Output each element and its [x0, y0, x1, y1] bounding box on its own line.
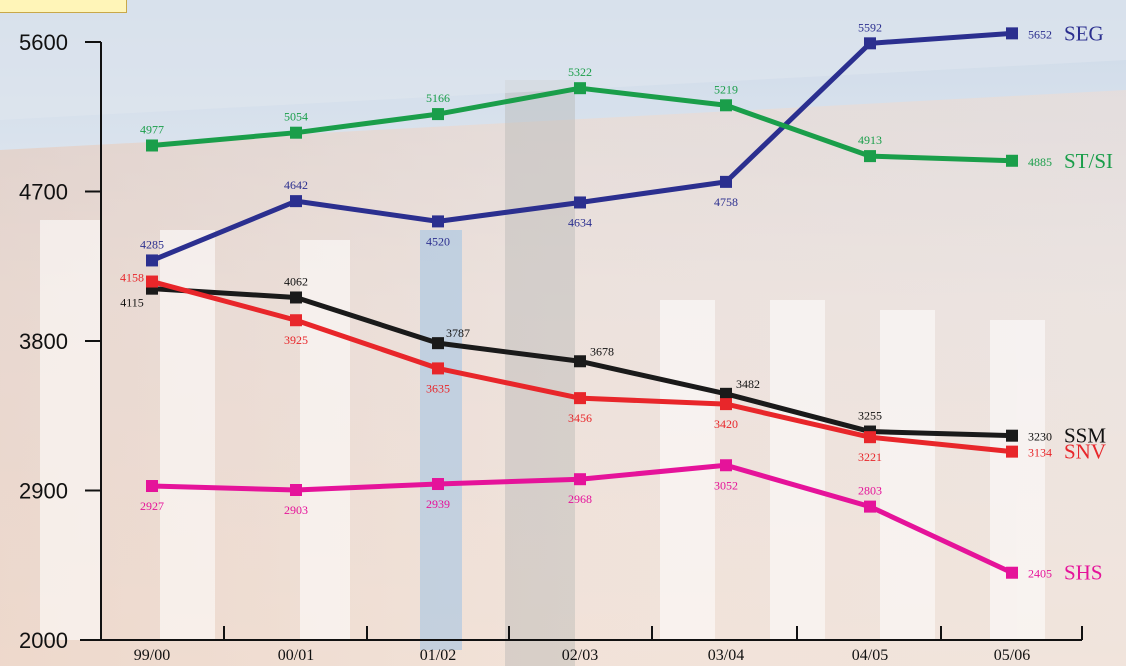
data-label: 3221: [858, 450, 882, 464]
series-st-si: 4977 5054 5166 5322 5219 4913 4885 ST/SI: [140, 65, 1113, 173]
data-label: 2939: [426, 497, 450, 511]
data-label: 3925: [284, 333, 308, 347]
y-tick-label: 2000: [19, 628, 68, 653]
data-label: 5652: [1028, 27, 1052, 41]
series-name-label: SSM: [1064, 424, 1106, 448]
data-point: [1006, 154, 1018, 167]
x-tick-label: 04/05: [852, 647, 888, 664]
data-point: [290, 126, 302, 139]
series-name-label: ST/SI: [1064, 149, 1113, 173]
series-line: [151, 85, 1013, 164]
data-point: [432, 215, 444, 228]
data-point: [574, 392, 586, 405]
data-label: 2803: [858, 484, 882, 498]
data-label: 3787: [446, 326, 470, 340]
x-tick-label: 03/04: [708, 647, 744, 664]
series-name-label: SHS: [1064, 561, 1103, 585]
data-point: [864, 150, 876, 163]
data-label: 3230: [1028, 430, 1052, 444]
x-tick-label: 00/01: [278, 647, 314, 664]
data-point: [1006, 27, 1018, 40]
y-tick-label: 3800: [19, 329, 68, 354]
data-point: [432, 478, 444, 491]
data-point: [720, 99, 732, 112]
x-tick-label: 02/03: [562, 647, 598, 664]
data-point: [290, 484, 302, 497]
data-point: [720, 387, 732, 400]
data-point: [864, 500, 876, 513]
x-tick-label: 01/02: [420, 647, 456, 664]
data-label: 4913: [858, 133, 882, 147]
data-point: [290, 314, 302, 327]
data-label: 4634: [568, 215, 592, 229]
series-seg: 4285 4642 4520 4634 4758 5592 5652 SEG: [140, 20, 1104, 267]
data-point: [1006, 429, 1018, 442]
data-label: 3420: [714, 417, 738, 431]
data-label: 4642: [284, 178, 308, 192]
data-point: [432, 108, 444, 121]
chart-series: 4285 4642 4520 4634 4758 5592 5652 SEG 4977 5054 5…: [120, 20, 1113, 584]
data-label: 3635: [426, 381, 450, 395]
data-point: [864, 431, 876, 444]
data-label: 4158: [120, 271, 144, 285]
data-point: [574, 355, 586, 368]
series-snv: 4158 3925 3635 3456 3420 3221 3134 SNV: [120, 271, 1106, 465]
data-point: [720, 398, 732, 411]
data-label: 5166: [426, 91, 450, 105]
data-point: [146, 275, 158, 288]
data-point: [1006, 445, 1018, 458]
data-point: [290, 195, 302, 208]
data-label: 4977: [140, 122, 164, 136]
data-point: [720, 175, 732, 188]
data-label: 2903: [284, 503, 308, 517]
data-label: 2405: [1028, 567, 1052, 581]
x-tick-label: 99/00: [134, 647, 170, 664]
data-label: 4520: [426, 234, 450, 248]
series-name-label: SEG: [1064, 21, 1104, 45]
data-label: 2927: [140, 499, 164, 513]
data-label: 3456: [568, 411, 592, 425]
data-point: [146, 254, 158, 267]
data-label: 4115: [120, 296, 144, 310]
y-tick-label: 5600: [19, 30, 68, 55]
data-label: 4885: [1028, 155, 1052, 169]
data-label: 4758: [714, 195, 738, 209]
data-label: 4285: [140, 237, 164, 251]
data-point: [146, 139, 158, 152]
data-label: 3052: [714, 478, 738, 492]
data-label: 3255: [858, 409, 882, 423]
data-label: 4062: [284, 274, 308, 288]
data-label: 5054: [284, 110, 308, 124]
series-name-label: SNV: [1064, 440, 1106, 464]
data-point: [864, 37, 876, 50]
y-tick-label: 2900: [19, 479, 68, 504]
data-label: 3134: [1028, 446, 1052, 460]
data-point: [432, 337, 444, 350]
data-label: 2968: [568, 492, 592, 506]
chart-axes: 2000 2900 3800 4700 5600 99/00 00/01 01/02 02/03…: [19, 30, 1083, 664]
data-label: 5219: [714, 82, 738, 96]
data-point: [432, 362, 444, 375]
data-label: 5592: [858, 20, 882, 34]
data-point: [290, 291, 302, 304]
corner-label-box: [0, 0, 127, 13]
data-point: [574, 82, 586, 95]
data-point: [574, 196, 586, 209]
data-point: [720, 459, 732, 472]
data-label: 5322: [568, 65, 592, 79]
data-label: 3678: [590, 344, 614, 358]
x-tick-label: 05/06: [994, 647, 1030, 664]
data-point: [1006, 566, 1018, 579]
y-tick-label: 4700: [19, 180, 68, 205]
series-shs: 2927 2903 2939 2968 3052 2803 2405 SHS: [140, 459, 1103, 585]
data-label: 3482: [736, 377, 760, 391]
data-point: [146, 480, 158, 493]
data-point: [574, 473, 586, 486]
series-ssm: 4115 4062 3787 3678 3482 3255 3230 SSM: [120, 274, 1106, 447]
